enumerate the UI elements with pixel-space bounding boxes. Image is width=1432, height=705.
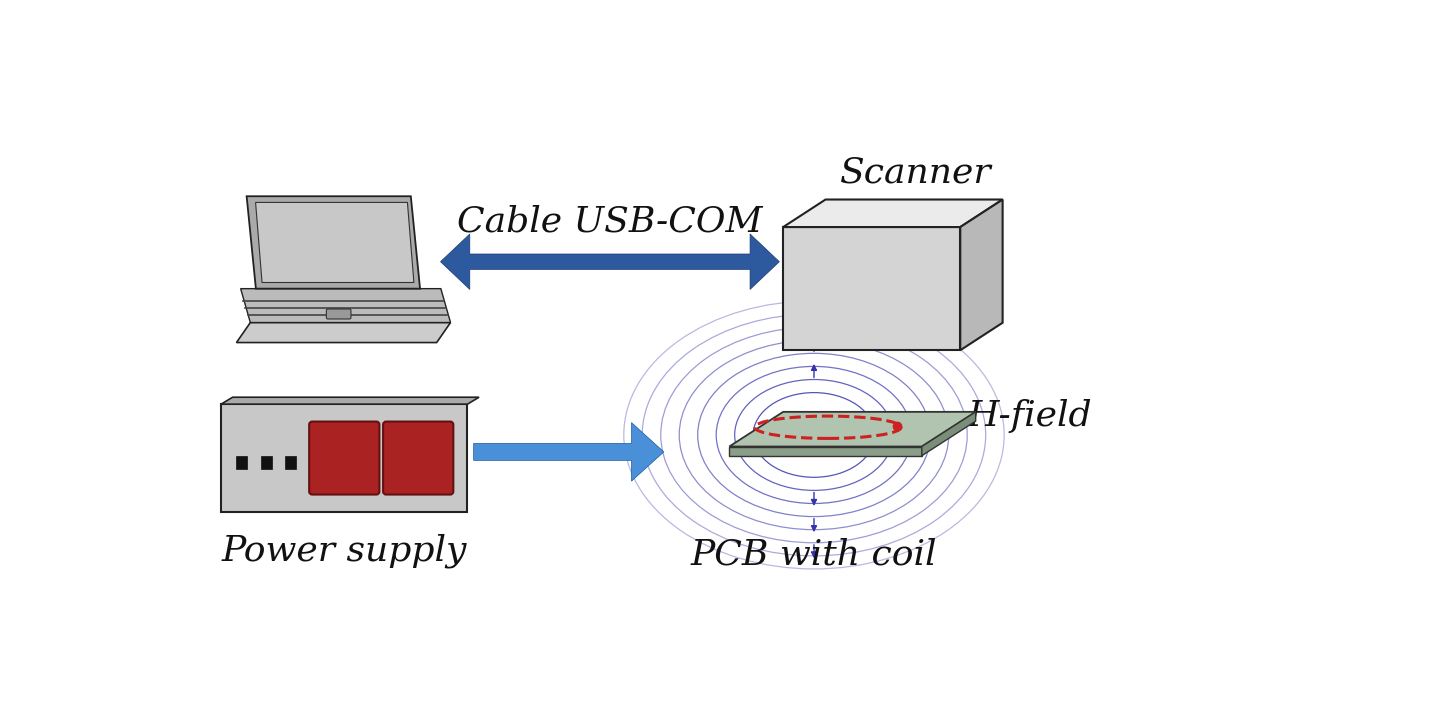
Polygon shape bbox=[922, 412, 975, 455]
Text: Power supply: Power supply bbox=[222, 533, 467, 568]
Polygon shape bbox=[441, 234, 779, 290]
Polygon shape bbox=[783, 227, 961, 350]
FancyBboxPatch shape bbox=[236, 455, 246, 469]
Polygon shape bbox=[783, 200, 1002, 227]
FancyBboxPatch shape bbox=[261, 455, 272, 469]
FancyBboxPatch shape bbox=[285, 455, 296, 469]
Polygon shape bbox=[255, 202, 414, 283]
Polygon shape bbox=[221, 397, 480, 404]
Polygon shape bbox=[246, 196, 420, 288]
Polygon shape bbox=[961, 200, 1002, 350]
Text: H-field: H-field bbox=[967, 399, 1091, 433]
Polygon shape bbox=[729, 446, 922, 455]
Polygon shape bbox=[474, 422, 664, 481]
Polygon shape bbox=[729, 412, 975, 446]
Polygon shape bbox=[236, 322, 451, 343]
Polygon shape bbox=[221, 404, 467, 512]
Text: Scanner: Scanner bbox=[841, 156, 992, 190]
Text: PCB with coil: PCB with coil bbox=[690, 537, 937, 571]
Polygon shape bbox=[241, 288, 451, 322]
Text: Cable USB-COM: Cable USB-COM bbox=[457, 204, 763, 239]
FancyBboxPatch shape bbox=[309, 455, 321, 469]
FancyBboxPatch shape bbox=[309, 422, 379, 494]
FancyBboxPatch shape bbox=[326, 309, 351, 319]
FancyBboxPatch shape bbox=[384, 422, 454, 494]
